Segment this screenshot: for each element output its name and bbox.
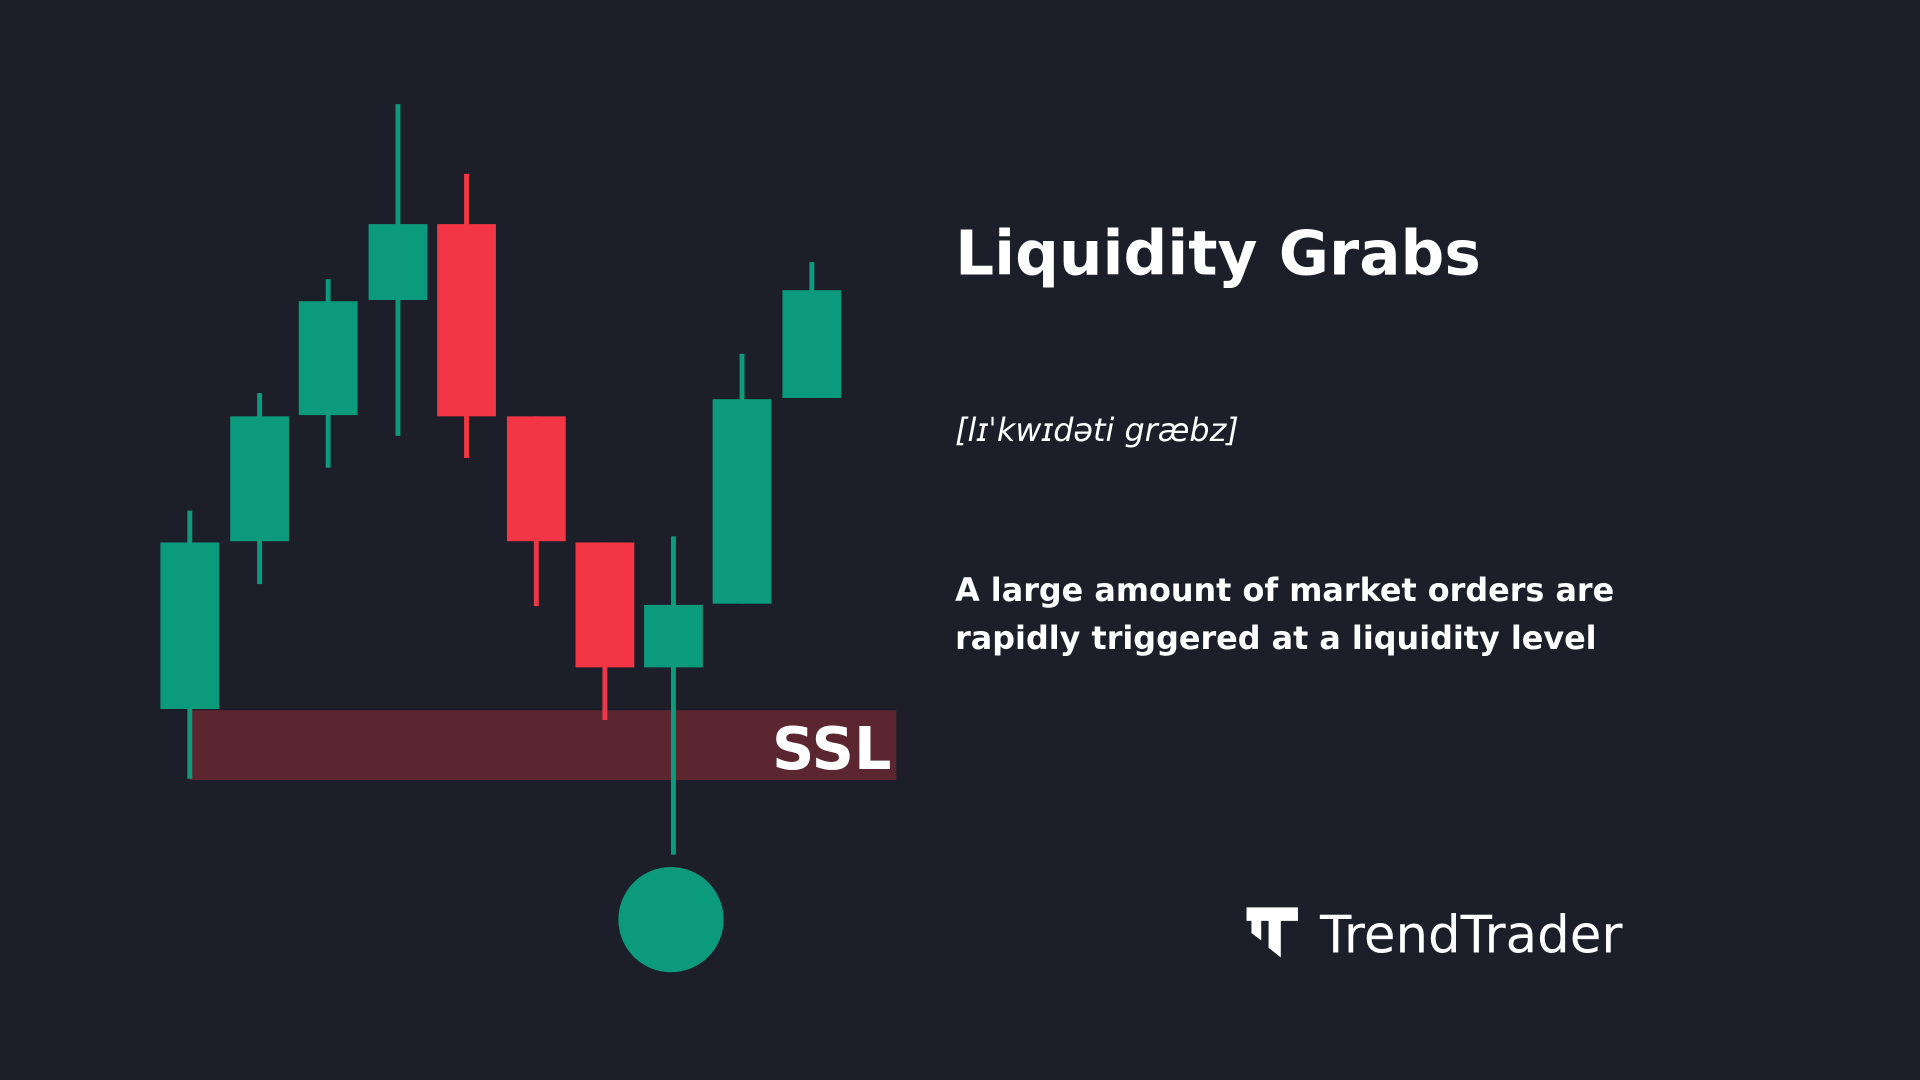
wick xyxy=(671,536,676,855)
candle-body xyxy=(644,604,703,668)
candle-body xyxy=(368,224,428,300)
brand-name: TrendTrader xyxy=(1319,906,1623,966)
zone-label: SSL xyxy=(772,714,891,783)
description-line: rapidly triggered at a liquidity level xyxy=(955,619,1596,657)
candle-body xyxy=(160,542,220,709)
logo-icon xyxy=(1246,907,1298,958)
candle-body xyxy=(506,416,566,542)
ssl-zone xyxy=(189,710,897,780)
description-line: A large amount of market orders are xyxy=(955,571,1614,609)
candle-body xyxy=(575,542,635,668)
candle-body xyxy=(230,416,289,542)
grab-marker xyxy=(618,866,724,973)
candle-body xyxy=(298,301,358,416)
candle-body xyxy=(782,290,842,398)
candle-body xyxy=(712,399,772,604)
candles xyxy=(160,104,842,855)
brand-logo xyxy=(1246,907,1298,958)
candle-body xyxy=(437,224,496,417)
title: Liquidity Grabs xyxy=(955,218,1481,289)
pronunciation: [lɪˈkwɪdəti græbz] xyxy=(955,411,1239,449)
